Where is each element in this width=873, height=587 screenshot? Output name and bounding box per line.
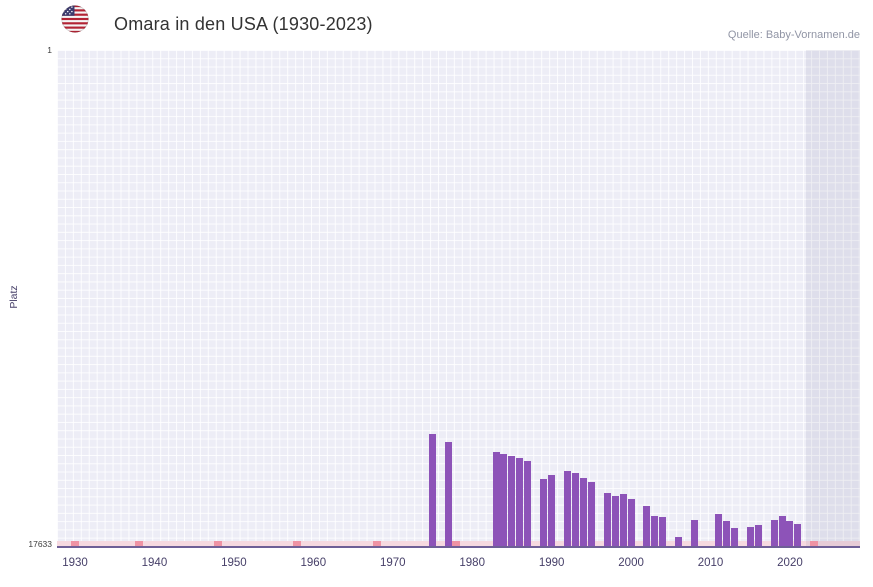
x-tick-label-2010: 2010 xyxy=(697,557,724,569)
rank-bar-2013[interactable] xyxy=(730,528,738,546)
plot-area xyxy=(57,50,860,546)
unranked-tick-1930 xyxy=(71,541,79,546)
rank-bar-1985[interactable] xyxy=(508,456,516,546)
rank-bar-2003[interactable] xyxy=(651,515,659,546)
x-tick-label-2000: 2000 xyxy=(618,557,644,569)
rank-bar-2015[interactable] xyxy=(746,526,754,546)
rank-bar-1993[interactable] xyxy=(571,473,579,546)
rank-bar-1995[interactable] xyxy=(587,481,595,546)
unranked-tick-1938 xyxy=(134,541,143,546)
rank-bar-2018[interactable] xyxy=(770,519,778,546)
x-tick-label-1950: 1950 xyxy=(221,557,247,569)
rank-bar-1984[interactable] xyxy=(500,453,508,546)
rank-bar-2019[interactable] xyxy=(778,515,786,546)
rank-bar-2011[interactable] xyxy=(714,514,722,546)
rank-bar-1975[interactable] xyxy=(428,433,436,546)
rank-bar-1990[interactable] xyxy=(548,474,556,546)
y-axis-tick-top: 1 xyxy=(47,45,52,55)
rank-bar-1994[interactable] xyxy=(579,477,587,546)
x-tick-label-1990: 1990 xyxy=(538,557,565,569)
x-tick-label-2020: 2020 xyxy=(777,557,803,569)
rank-bar-2006[interactable] xyxy=(675,536,683,546)
rank-bar-2012[interactable] xyxy=(722,521,730,546)
rank-bar-1986[interactable] xyxy=(516,457,524,546)
rank-bar-1989[interactable] xyxy=(540,478,548,546)
recent-years-shade xyxy=(805,50,860,546)
rank-bar-1997[interactable] xyxy=(603,493,611,546)
rank-bar-1977[interactable] xyxy=(444,442,452,546)
rank-bar-2021[interactable] xyxy=(794,523,802,546)
rank-bar-1987[interactable] xyxy=(524,460,532,546)
unranked-tick-1948 xyxy=(213,541,222,546)
rank-bar-2002[interactable] xyxy=(643,505,651,546)
x-tick-label-1940: 1940 xyxy=(141,557,168,569)
x-tick-label-1980: 1980 xyxy=(459,557,485,569)
rank-bar-2016[interactable] xyxy=(754,525,762,546)
unranked-tick-2023 xyxy=(809,541,818,546)
rank-bar-2020[interactable] xyxy=(786,521,794,546)
rank-bar-1983[interactable] xyxy=(492,452,500,546)
rank-bar-2000[interactable] xyxy=(627,498,635,546)
x-tick-label-1930: 1930 xyxy=(62,557,88,569)
rank-bar-1992[interactable] xyxy=(564,470,572,546)
rank-bar-1999[interactable] xyxy=(619,494,627,546)
us-flag-icon xyxy=(61,5,89,33)
x-axis-line xyxy=(57,546,860,548)
rank-bar-1998[interactable] xyxy=(611,495,619,546)
unranked-tick-1958 xyxy=(293,541,302,546)
x-tick-label-1970: 1970 xyxy=(379,557,406,569)
unranked-tick-1978 xyxy=(452,541,461,546)
rank-bar-2004[interactable] xyxy=(659,516,667,546)
page-title: Omara in den USA (1930-2023) xyxy=(114,14,373,34)
rank-bar-2008[interactable] xyxy=(691,519,699,546)
unranked-tick-1968 xyxy=(372,541,381,546)
y-axis-tick-bottom: 17633 xyxy=(28,539,52,549)
x-tick-label-1960: 1960 xyxy=(300,557,327,569)
source-credit: Quelle: Baby-Vornamen.de xyxy=(727,29,860,41)
y-axis-title: Platz xyxy=(8,285,20,309)
